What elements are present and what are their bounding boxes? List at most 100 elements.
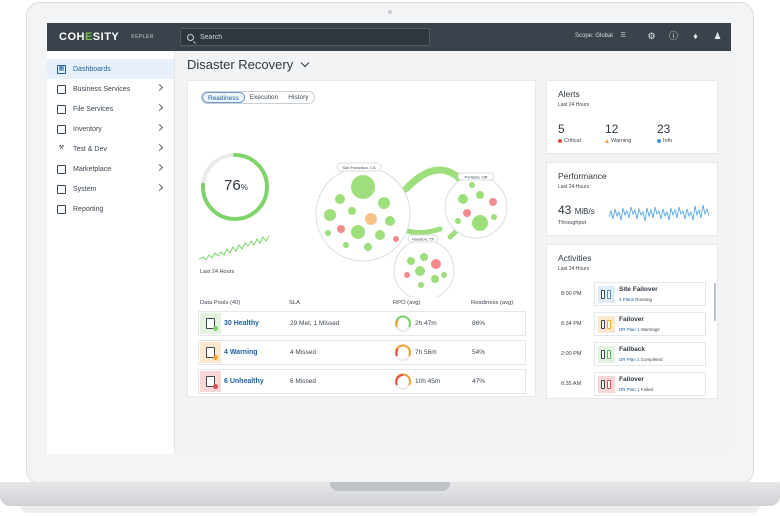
info-count: 23 <box>657 122 671 136</box>
pool-bubble <box>418 282 424 288</box>
pool-bubble <box>324 209 336 221</box>
page-title[interactable]: Disaster Recovery <box>187 57 310 72</box>
activity-status: 4 Plans Running <box>619 297 652 302</box>
briefcase-icon <box>57 84 66 94</box>
app-logo[interactable]: COHESITY <box>59 31 120 43</box>
pool-bubble <box>378 197 390 209</box>
activity-plan-link[interactable]: DR Plan 1 <box>619 327 640 332</box>
row-link[interactable]: 4 Warning <box>224 349 258 356</box>
cluster-map: San Francisco, CA Portland, OR <box>315 162 508 297</box>
activity-plan-link[interactable]: DR Plan 1 <box>619 357 640 362</box>
bell-icon[interactable]: ♦ <box>693 31 698 41</box>
pool-bubble <box>404 272 410 278</box>
sidebar-item-label: File Services <box>73 105 114 113</box>
sidebar: ▦ Dashboards Business Services File Servi… <box>47 51 175 454</box>
activity-state: Running <box>635 297 653 302</box>
rpo-gauge <box>395 344 411 361</box>
sidebar-item-business-services[interactable]: Business Services <box>47 79 174 99</box>
info-label: Info <box>663 138 673 144</box>
info-legend: Info <box>657 138 672 144</box>
pool-bubble <box>491 214 497 220</box>
row-readiness: 54% <box>472 349 486 356</box>
performance-card[interactable]: Performance Last 24 Hours 43 MiB/s Throu… <box>546 162 718 236</box>
sidebar-item-inventory[interactable]: Inventory <box>47 119 174 139</box>
activities-scrollbar[interactable] <box>714 283 716 321</box>
pool-bubble <box>393 236 399 242</box>
cluster-label-bg <box>457 172 495 181</box>
alerts-card[interactable]: Alerts Last 24 Hours 5 Critical 12 Warni… <box>546 80 718 154</box>
product-name: KEPLER <box>131 34 154 40</box>
activity-state: Completed <box>640 357 663 362</box>
row-rpo: 10h 45m <box>415 378 441 385</box>
grid-icon: ▦ <box>57 64 66 74</box>
scope-label: Scope: Global <box>575 33 613 39</box>
activity-time: 6:34 PM <box>561 321 582 327</box>
activity-state: Failed <box>640 387 654 392</box>
sidebar-item-system[interactable]: System <box>47 179 174 199</box>
activity-plan-link[interactable]: 4 Plans <box>619 297 635 302</box>
pool-bubble <box>458 194 468 204</box>
search-box[interactable] <box>180 28 430 46</box>
chevron-right-icon <box>155 123 164 132</box>
chevron-right-icon <box>155 143 164 152</box>
activities-title: Activities <box>558 253 592 263</box>
activity-item[interactable]: Failover DR Plan 1 Failed <box>594 372 706 396</box>
sidebar-item-dashboards[interactable]: ▦ Dashboards <box>47 59 174 79</box>
site-icon <box>598 286 615 303</box>
pool-bubble <box>351 225 365 239</box>
tab-readiness[interactable]: Readiness <box>202 92 245 103</box>
activity-item[interactable]: Failback DR Plan 1 Completed <box>594 342 706 366</box>
activity-status: DR Plan 1 Warnings <box>619 327 660 332</box>
activities-subtitle: Last 24 Hours <box>558 266 590 272</box>
chevron-right-icon <box>155 163 164 172</box>
app-screen: COHESITY KEPLER Scope: Global ☰ ⚙ ⓘ ♦ ♟ … <box>47 23 731 454</box>
table-row[interactable]: 6 Unhealthy 6 Missed 10h 45m 47% <box>198 369 526 394</box>
activities-card: Activities Last 24 Hours 8:00 PM Site Fa… <box>546 244 718 399</box>
sidebar-item-marketplace[interactable]: Marketplace <box>47 159 174 179</box>
sidebar-item-file-services[interactable]: File Services <box>47 99 174 119</box>
scope-selector[interactable]: Scope: Global ☰ <box>575 32 626 39</box>
activity-item[interactable]: Site Failover 4 Plans Running <box>594 282 706 306</box>
table-row[interactable]: 4 Warning 4 Missed 7h 56m 54% <box>198 340 526 365</box>
sparkline-line <box>199 235 269 261</box>
activity-title: Failback <box>619 346 646 353</box>
warning-label: Warning <box>611 138 632 144</box>
critical-legend: Critical <box>558 138 581 144</box>
pool-bubble <box>385 216 395 226</box>
tab-execution[interactable]: Execution <box>249 94 279 101</box>
cube-icon <box>57 184 66 194</box>
sidebar-item-test-dev[interactable]: ⚒ Test & Dev <box>47 139 174 159</box>
failback-icon <box>598 346 615 363</box>
row-link[interactable]: 30 Healthy <box>224 320 260 327</box>
activity-item[interactable]: Failover DR Plan 1 Warnings <box>594 312 706 336</box>
alerts-title: Alerts <box>558 89 580 99</box>
sidebar-item-reporting[interactable]: Reporting <box>47 199 174 219</box>
readiness-percent: 76% <box>224 177 248 194</box>
settings-icon[interactable]: ⚙ <box>647 31 656 41</box>
table-row[interactable]: 30 Healthy 29 Met, 1 Missed 2h 47m 86% <box>198 311 526 336</box>
cluster-label: San Francisco, CA <box>342 165 376 170</box>
pool-bubble <box>335 194 345 204</box>
warning-legend: Warning <box>605 138 631 144</box>
readiness-gauge <box>201 153 269 221</box>
help-icon[interactable]: ⓘ <box>668 31 678 41</box>
activity-status: DR Plan 1 Failed <box>619 387 653 392</box>
rpo-gauge <box>395 373 411 390</box>
sidebar-item-label: Dashboards <box>73 65 111 73</box>
cluster-label-bg <box>336 162 382 172</box>
sidebar-item-label: Reporting <box>73 205 104 213</box>
info-dot-icon <box>657 139 661 143</box>
activity-plan-link[interactable]: DR Plan 1 <box>619 387 640 392</box>
laptop-notch <box>330 482 450 491</box>
chevron-right-icon <box>155 83 164 92</box>
search-input[interactable] <box>200 33 400 41</box>
tab-history[interactable]: History <box>288 94 309 101</box>
chevron-right-icon <box>155 183 164 192</box>
readiness-card: Readiness Execution History 76% Last 24 … <box>187 80 536 397</box>
col-header-rpo: RPO (avg) <box>393 300 421 306</box>
top-icons: ⚙ ⓘ ♦ ♟ <box>645 30 724 43</box>
pool-bubble <box>375 230 385 240</box>
user-icon[interactable]: ♟ <box>713 31 722 41</box>
pool-bubble <box>351 175 375 199</box>
row-link[interactable]: 6 Unhealthy <box>224 378 264 385</box>
